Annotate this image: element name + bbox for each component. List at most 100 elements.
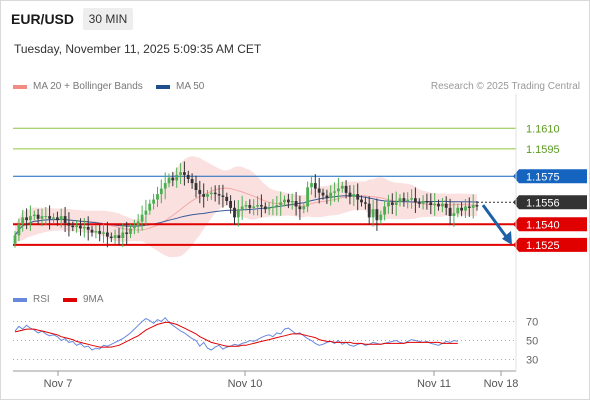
candle-body [113, 235, 117, 238]
candle-body [402, 198, 406, 201]
candle-body [344, 185, 348, 193]
candle-body [287, 199, 290, 203]
level-tag-support [513, 217, 587, 232]
level-label-target: 1.1595 [526, 144, 560, 156]
level-label-target: 1.1610 [526, 123, 560, 135]
candle-body [367, 203, 371, 218]
candle-body [325, 195, 329, 199]
candle-body [186, 174, 190, 179]
candle-body [17, 224, 21, 236]
candle-body [321, 192, 325, 196]
candle-body [121, 232, 125, 238]
level-label-support: 1.1540 [526, 219, 560, 231]
candle-body [136, 221, 140, 226]
candle-body [410, 198, 413, 200]
candle-body [171, 177, 175, 181]
candle-body [448, 207, 452, 216]
x-tick-label: Nov 18 [484, 378, 519, 390]
candle-body [441, 203, 444, 207]
candle-body [252, 206, 256, 208]
candle-body [313, 183, 317, 189]
candle-body [86, 227, 90, 230]
candle-body [394, 202, 398, 205]
candle-body [106, 232, 109, 237]
legend-ma50-swatch [156, 84, 170, 89]
candle-body [202, 194, 206, 197]
candle-body [464, 206, 467, 211]
candle-body [433, 203, 437, 206]
credit-label: Research © 2025 Trading Central [430, 81, 580, 92]
candle-body [337, 188, 340, 192]
legend-rsi-ma: 9MA [63, 294, 104, 305]
candle-body [279, 202, 283, 205]
candle-body [460, 207, 463, 211]
candle-body [379, 214, 383, 221]
legend-rsi-ma-swatch [63, 297, 77, 302]
candle-body [294, 201, 298, 207]
candle-body [271, 206, 275, 208]
candle-body [267, 207, 271, 210]
legend-rsi-ma-label: 9MA [83, 294, 104, 305]
candle-body [236, 209, 240, 218]
candle-body [425, 201, 429, 203]
candle-body [71, 225, 75, 228]
candle-body [217, 194, 221, 196]
legend-ma20-swatch [13, 84, 27, 89]
candle-body [163, 183, 167, 189]
timeframe-button[interactable]: 30 MIN [83, 8, 133, 30]
candle-body [179, 172, 182, 175]
candle-body [32, 214, 36, 217]
candle-body [452, 213, 456, 216]
legend-ma20: MA 20 + Bollinger Bands [13, 81, 143, 92]
candle-body [233, 207, 236, 218]
level-tag-last [513, 195, 587, 210]
candle-body [109, 236, 113, 238]
candle-body [148, 203, 152, 211]
candle-body [52, 217, 55, 219]
candle-body [456, 207, 460, 214]
candle-body [198, 190, 202, 195]
legend-ma50-label: MA 50 [176, 81, 205, 92]
legend-rsi-swatch [13, 297, 27, 302]
candle-body [371, 209, 375, 218]
legend-ma20-label: MA 20 + Bollinger Bands [33, 81, 143, 92]
candle-body [275, 205, 279, 207]
candle-body [352, 194, 356, 197]
candle-body [333, 191, 336, 193]
candle-body [283, 199, 286, 203]
candle-body [317, 188, 321, 193]
candle-body [225, 196, 229, 201]
legend-ma50: MA 50 [156, 81, 204, 92]
x-tick-label: Nov 10 [228, 378, 263, 390]
forecast-arrow-head [502, 230, 512, 245]
candle-body [348, 192, 352, 197]
candle-body [414, 198, 417, 203]
candle-body [140, 214, 144, 222]
rsi-tick-label: 50 [526, 336, 538, 348]
candle-body [467, 206, 471, 208]
candle-body [90, 229, 94, 233]
x-tick-label: Nov 7 [44, 378, 73, 390]
candle-body [340, 185, 344, 189]
candle-body [175, 174, 179, 181]
candle-body [444, 203, 448, 208]
candle-body [152, 199, 155, 204]
candle-body [21, 217, 25, 225]
candle-body [48, 216, 52, 219]
candle-body [183, 172, 186, 175]
rsi-ma-line [14, 321, 458, 348]
candle-body [206, 194, 209, 197]
candle-body [306, 187, 309, 207]
candle-body [159, 188, 163, 195]
candle-body [75, 225, 78, 228]
candle-body [82, 227, 86, 229]
timestamp-label: Tuesday, November 11, 2025 5:09:35 AM CE… [14, 42, 262, 56]
candle-body [190, 179, 194, 184]
candle-body [40, 216, 44, 219]
candle-body [63, 216, 67, 223]
symbol-title: EUR/USD [11, 11, 75, 27]
rsi-tick-label: 70 [526, 317, 538, 329]
candle-body [244, 205, 248, 207]
candle-body [67, 222, 71, 226]
